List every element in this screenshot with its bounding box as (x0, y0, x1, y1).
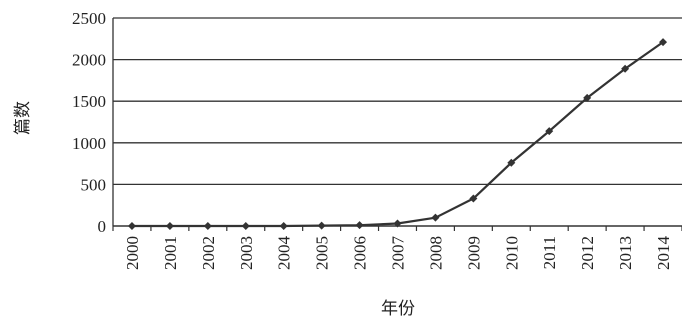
y-axis-label: 篇数 (13, 101, 33, 135)
x-tick-label-2001: 2001 (161, 236, 180, 270)
data-point-2001 (165, 222, 174, 230)
y-tick-label-0: 0 (98, 217, 107, 236)
series-markers (127, 38, 668, 230)
x-tick-label-2013: 2013 (616, 236, 635, 270)
data-point-2012 (583, 93, 592, 102)
grid-lines (113, 17, 682, 186)
y-tick-label-2500: 2500 (72, 9, 106, 28)
y-tick-label-2000: 2000 (72, 51, 106, 70)
data-point-2013 (621, 64, 630, 73)
axes (112, 18, 682, 231)
data-point-2009 (469, 194, 478, 203)
x-tick-label-2006: 2006 (351, 236, 370, 270)
data-point-2005 (317, 221, 326, 230)
x-tick-label-2007: 2007 (389, 236, 408, 271)
y-tick-label-1000: 1000 (72, 134, 106, 153)
series-line-0 (131, 41, 664, 228)
x-axis-label: 年份 (381, 299, 415, 319)
x-tick-label-2009: 2009 (464, 236, 483, 270)
data-point-2006 (355, 221, 364, 230)
y-tick-label-1500: 1500 (72, 92, 106, 111)
data-point-2014 (659, 38, 668, 47)
data-point-2007 (393, 219, 402, 228)
x-tick-label-2008: 2008 (426, 236, 445, 270)
data-point-2011 (545, 127, 554, 136)
data-point-2002 (203, 222, 212, 230)
x-tick-labels: 2000 2001 2002 2003 2004 2005 2006 2007 2008 2009… (123, 236, 673, 271)
x-tick-label-2014: 2014 (654, 236, 673, 271)
data-point-2004 (279, 222, 288, 230)
x-tick-label-2011: 2011 (540, 236, 559, 269)
x-tick-label-2003: 2003 (237, 236, 256, 270)
series-line (131, 41, 664, 228)
data-point-2008 (431, 213, 440, 222)
x-tick-label-2000: 2000 (123, 236, 142, 270)
x-tick-label-2010: 2010 (502, 236, 521, 270)
y-tick-labels: 0 500 1000 1500 2000 2500 (72, 9, 106, 236)
x-tick-label-2012: 2012 (578, 236, 597, 270)
data-point-2000 (127, 222, 136, 230)
x-tick-label-2004: 2004 (275, 236, 294, 271)
data-point-2010 (507, 158, 516, 167)
data-point-2003 (241, 222, 250, 230)
x-tick-label-2005: 2005 (313, 236, 332, 270)
y-tick-label-500: 500 (81, 175, 107, 194)
x-tick-label-2002: 2002 (199, 236, 218, 270)
